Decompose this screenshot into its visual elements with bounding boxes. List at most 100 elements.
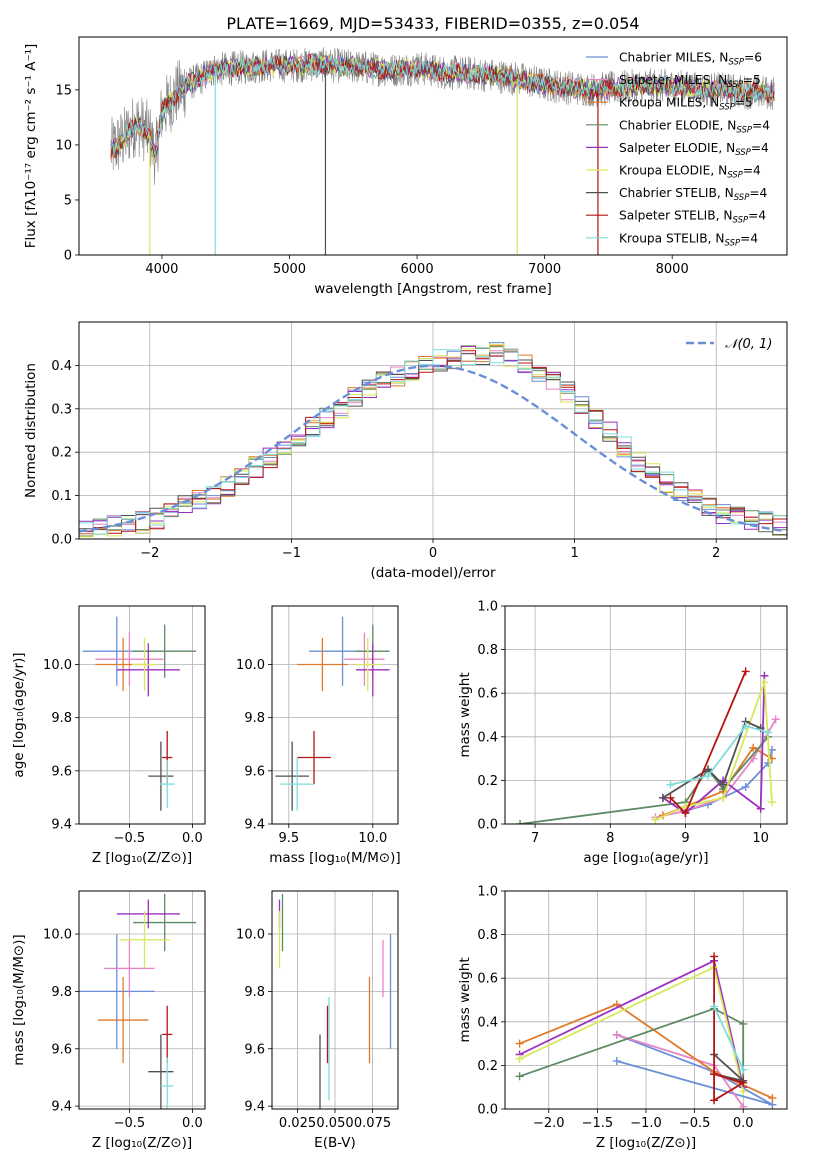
legend-entry: Chabrier ELODIE, NSSP=4 xyxy=(586,118,770,135)
y-tick-label: 10.0 xyxy=(43,658,72,673)
x-tick-label: 6000 xyxy=(401,262,434,277)
data-point-marker xyxy=(612,1030,621,1039)
x-tick-label: 0.0 xyxy=(733,1116,754,1131)
y-tick-label: 0.4 xyxy=(477,1015,498,1030)
model-spectrum-line xyxy=(110,54,775,156)
normal-curve-line xyxy=(79,364,785,533)
data-point-marker xyxy=(764,728,773,737)
data-point-marker xyxy=(710,1096,719,1105)
x-axis-label: E(B-V) xyxy=(314,1135,356,1151)
legend-entry: Kroupa MILES, NSSP=5 xyxy=(586,96,753,113)
y-tick-label: 0.8 xyxy=(477,643,498,658)
error-bar-point xyxy=(160,1057,174,1109)
y-tick-label: 9.4 xyxy=(244,818,265,833)
data-point-marker xyxy=(681,809,690,818)
x-tick-label: 0.025 xyxy=(279,1116,316,1131)
spectrum-lines xyxy=(110,47,775,255)
y-tick-label: 0 xyxy=(64,249,72,264)
data-point-marker xyxy=(768,1094,777,1103)
x-tick-label: 9 xyxy=(681,831,689,846)
y-axis-label: Flux [fλ10⁻¹⁷ erg cm⁻² s⁻¹ A⁻¹] xyxy=(23,44,39,249)
error-bar-point xyxy=(159,760,175,809)
x-tick-label: 0.0 xyxy=(182,831,203,846)
x-axis-label: age [log₁₀(age/yr)] xyxy=(583,850,708,866)
axes-frame xyxy=(271,890,399,1110)
series-path xyxy=(713,956,746,1102)
y-tick-label: 0.1 xyxy=(51,489,72,504)
weight-series-line xyxy=(666,721,773,789)
error-bar-point xyxy=(95,632,164,686)
x-tick-label: 0.050 xyxy=(316,1116,353,1131)
panel-age-vs-Z: −0.5 0.0 9.4 9.6 9.8 10.0 Z [log₁₀(Z/Z⊙)] age [… xyxy=(11,605,206,866)
x-tick-label: 8 xyxy=(606,831,614,846)
weight-series-line xyxy=(515,963,748,1096)
error-bar-point xyxy=(280,757,314,811)
x-tick-label: 10.0 xyxy=(358,831,387,846)
weight-series-line xyxy=(710,1002,748,1074)
legend-entry: Salpeter MILES, NSSP=5 xyxy=(586,73,761,90)
error-bars xyxy=(275,616,390,811)
data-point-marker xyxy=(719,780,728,789)
data-point-marker xyxy=(515,1072,524,1081)
y-tick-label: 0.8 xyxy=(477,928,498,943)
panel-age-vs-mass: 9.5 10.0 9.4 9.6 9.8 10.0 mass [log₁₀(M/M⊙)] xyxy=(236,605,401,866)
error-bar-point xyxy=(275,741,309,811)
y-tick-label: 0.0 xyxy=(477,1103,498,1118)
legend-entry: Salpeter STELIB, NSSP=4 xyxy=(586,209,766,225)
weight-series-line xyxy=(651,678,776,824)
legend-entry: Kroupa STELIB, NSSP=4 xyxy=(586,231,758,248)
x-axis-label: Z [log₁₀(Z/Z⊙)] xyxy=(92,1135,192,1151)
series-path xyxy=(616,1034,744,1108)
error-bar-point xyxy=(354,637,382,692)
y-axis-label: Normed distribution xyxy=(23,363,39,498)
x-tick-label: 0 xyxy=(429,546,437,561)
y-tick-label: 10.0 xyxy=(236,658,265,673)
y-tick-label: 9.6 xyxy=(51,764,72,779)
panel-mass-vs-EBV: 0.025 0.050 0.075 9.4 9.6 9.8 10.0 E(B-V) xyxy=(236,890,399,1151)
legend-label: Salpeter MILES, NSSP=5 xyxy=(619,73,761,90)
legend-entry: Chabrier MILES, NSSP=6 xyxy=(586,51,762,67)
panel-mass-weight-vs-Z: −2.0 −1.5 −1.0 −0.5 0.0 0.0 0.2 0.4 0.6 0.8 1.0 Z [… xyxy=(457,885,788,1151)
x-axis-label: wavelength [Angstrom, rest frame] xyxy=(314,281,552,297)
weight-series-line xyxy=(710,952,748,1105)
weight-series-line xyxy=(612,1030,748,1109)
error-bar-point xyxy=(356,643,390,697)
data-point-marker xyxy=(710,1070,719,1079)
legend-label: Kroupa MILES, NSSP=5 xyxy=(619,96,753,113)
y-tick-label: 9.6 xyxy=(244,764,265,779)
data-point-marker xyxy=(749,743,758,752)
y-tick-label: 9.4 xyxy=(51,1100,72,1115)
y-tick-label: 1.0 xyxy=(477,885,498,900)
data-point-marker xyxy=(741,667,750,676)
panel-spectrum: 4000 5000 6000 7000 8000 0 5 10 15 wavelength [An… xyxy=(23,36,788,297)
data-point-marker xyxy=(719,793,728,802)
y-tick-label: 10.0 xyxy=(43,928,72,943)
data-point-marker xyxy=(658,793,667,802)
data-point-marker xyxy=(612,1057,621,1066)
y-tick-label: 10 xyxy=(55,138,72,153)
y-tick-label: 10.0 xyxy=(236,928,265,943)
x-tick-label: −0.5 xyxy=(679,1116,711,1131)
y-tick-label: 0.2 xyxy=(51,446,72,461)
weight-series-line xyxy=(666,667,750,818)
error-bar-point xyxy=(116,899,180,929)
x-tick-label: 7 xyxy=(531,831,539,846)
error-bars xyxy=(79,893,197,1109)
histograms xyxy=(79,342,787,538)
error-bar-point xyxy=(148,741,174,811)
y-tick-label: 9.8 xyxy=(51,711,72,726)
error-bar-point xyxy=(131,637,158,692)
x-axis-label: mass [log₁₀(M/M⊙)] xyxy=(269,850,400,866)
panel-mass-vs-Z: −0.5 0.0 9.4 9.6 9.8 10.0 Z [log₁₀(Z/Z⊙)] mass … xyxy=(11,890,206,1151)
x-tick-label: −2.0 xyxy=(533,1116,565,1131)
panel-mass-weight-vs-age: 7 8 9 10 0.0 0.2 0.4 0.6 0.8 1.0 age [log₁₀(age/yr… xyxy=(457,600,788,866)
data-point-marker xyxy=(666,780,675,789)
weight-series xyxy=(516,667,780,824)
x-tick-label: 0.0 xyxy=(182,1116,203,1131)
x-tick-label: −1.5 xyxy=(582,1116,614,1131)
data-point-marker xyxy=(516,820,525,824)
error-bar-point xyxy=(162,1005,173,1064)
x-tick-label: −1.0 xyxy=(630,1116,662,1131)
